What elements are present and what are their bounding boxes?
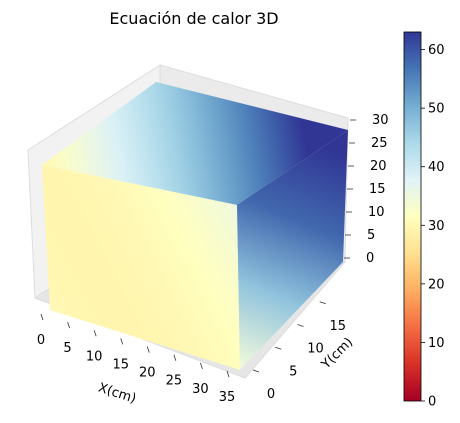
y-tick-mark: [252, 369, 260, 373]
x-tick-mark: [226, 370, 230, 378]
x-axis-ticks: 0 5 10 15 20 25 30 35: [37, 313, 236, 405]
colorbar-tick-label: 10: [428, 336, 445, 351]
y-tick-mark: [275, 346, 282, 350]
z-tick-label: 25: [371, 136, 388, 151]
x-tick-mark: [40, 313, 44, 321]
z-tick-label: 15: [369, 182, 386, 197]
y-axis-ticks: 05 10 15: [252, 301, 346, 402]
z-axis-ticks: 0 5 10 15 20 25 30: [344, 113, 389, 266]
cube-front-face: [42, 165, 240, 370]
colorbar-tick-label: 30: [428, 219, 445, 234]
colorbar: 0 10 20 30 40 50 60: [403, 31, 445, 410]
y-tick-label: 0: [267, 387, 275, 402]
colorbar-body: [403, 31, 422, 402]
y-tick-mark: [319, 301, 326, 305]
colorbar-ticks: 0 10 20 30 40 50 60: [421, 43, 445, 410]
x-tick-label: 10: [86, 349, 103, 364]
cube-top-face: [42, 82, 348, 205]
z-tick-label: 10: [368, 205, 385, 220]
x-tick-mark: [93, 330, 97, 337]
x-tick-mark: [173, 354, 177, 361]
z-tick-label: 0: [366, 251, 374, 266]
chart-title: Ecuación de calor 3D: [109, 9, 278, 28]
heat-cube: [42, 82, 348, 370]
y-tick-label: 15: [329, 319, 346, 334]
x-tick-label: 25: [166, 374, 183, 389]
y-axis-label: Y(cm): [318, 335, 356, 373]
x-tick-label: 15: [112, 357, 129, 372]
x-tick-label: 30: [192, 382, 209, 397]
y-tick-mark: [297, 324, 304, 327]
colorbar-tick-label: 40: [428, 160, 445, 175]
z-tick-label: 20: [370, 159, 387, 174]
x-tick-mark: [146, 346, 150, 353]
x-tick-label: 20: [139, 366, 156, 381]
y-tick-label: 5: [289, 364, 297, 379]
colorbar-tick-label: 20: [428, 277, 445, 292]
z-tick-label: 5: [367, 228, 375, 243]
x-tick-mark: [200, 362, 203, 369]
x-tick-label: 5: [63, 341, 71, 356]
cube-side-face: [237, 130, 348, 370]
y-tick-label: 10: [307, 342, 324, 357]
x-axis-label: X(cm): [96, 381, 138, 407]
z-tick-label: 30: [372, 113, 389, 128]
colorbar-tick-label: 60: [428, 43, 445, 58]
x-tick-mark: [120, 338, 124, 345]
x-tick-label: 35: [219, 390, 236, 405]
colorbar-tick-label: 50: [428, 102, 445, 117]
x-tick-mark: [67, 322, 70, 329]
colorbar-tick-label: 0: [428, 395, 436, 410]
x-tick-label: 0: [37, 333, 45, 348]
